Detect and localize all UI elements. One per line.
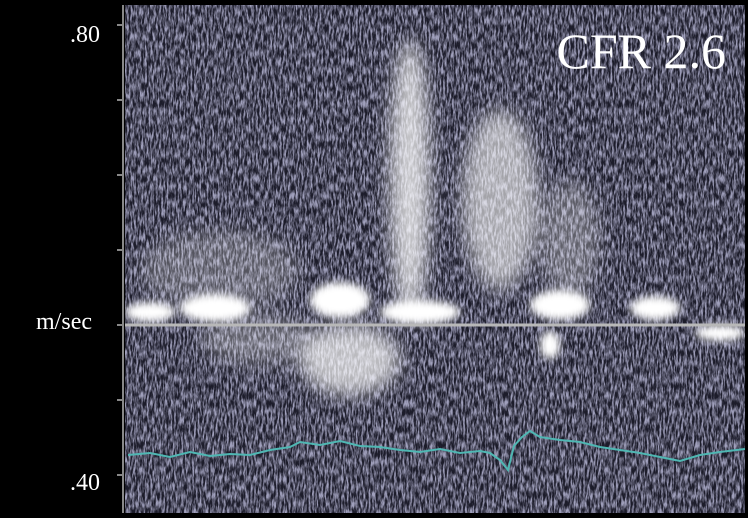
page: .80 m/sec .40 CFR 2.6 (() => { const dat… bbox=[0, 0, 748, 518]
axis-bottom-label: .40 bbox=[70, 470, 100, 496]
doppler-view: .80 m/sec .40 CFR 2.6 bbox=[0, 0, 748, 518]
spectrum bbox=[125, 5, 745, 513]
axis-top-label: .80 bbox=[70, 22, 100, 48]
axis-unit-label: m/sec bbox=[36, 309, 92, 335]
cfr-overlay: CFR 2.6 bbox=[556, 23, 726, 79]
